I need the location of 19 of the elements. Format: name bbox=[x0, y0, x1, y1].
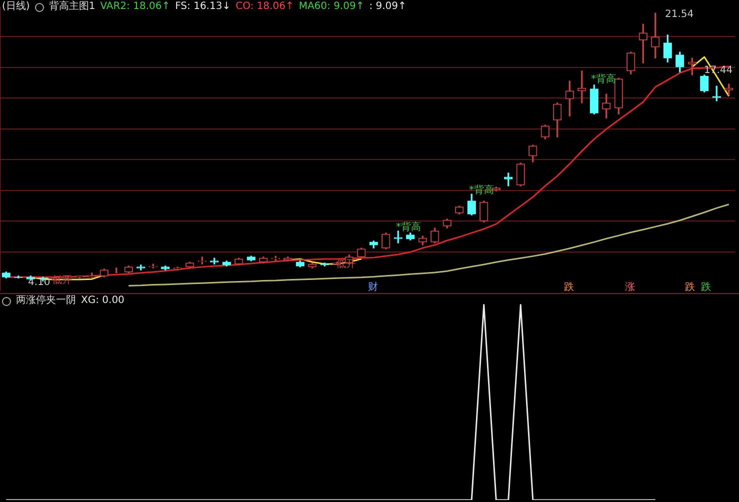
annotation: *背高 bbox=[469, 185, 494, 197]
annotation: 涨 bbox=[625, 282, 635, 294]
chart-title: 背高主图1 bbox=[48, 1, 96, 13]
chart-title: 两涨停夹一阴 bbox=[16, 295, 76, 307]
annotation: : 9.09↑ bbox=[369, 1, 406, 13]
annotation: CO: 18.06↑ bbox=[236, 1, 294, 13]
annotation: *背高 bbox=[591, 74, 616, 86]
annotation: 跌 bbox=[564, 282, 574, 294]
annotation: 跌 bbox=[701, 282, 711, 294]
annotation: XG: 0.00 bbox=[81, 295, 124, 307]
annotation: MA60: 9.09↑ bbox=[298, 1, 364, 13]
annotation: 4.10 bbox=[28, 277, 50, 289]
chart-subtitle: (日线) bbox=[2, 1, 30, 13]
annotation: *背高 bbox=[396, 222, 421, 234]
annotation: 21.54 bbox=[665, 9, 694, 21]
annotation: 财 bbox=[368, 282, 378, 294]
annotation: FS: 16.13↓ bbox=[175, 1, 231, 13]
annotation: VAR2: 18.06↑ bbox=[100, 1, 170, 13]
annotation: 跌 bbox=[685, 282, 695, 294]
